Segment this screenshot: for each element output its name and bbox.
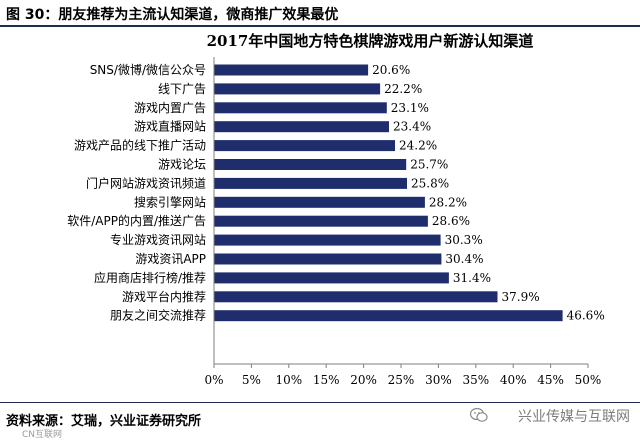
- value-label: 28.2%: [429, 195, 467, 209]
- value-label: 24.2%: [399, 139, 437, 153]
- category-label: 游戏平台内推荐: [122, 289, 206, 304]
- chart-title: 2017年中国地方特色棋牌游戏用户新游认知渠道: [207, 32, 534, 50]
- x-tick-label: 50%: [575, 373, 602, 387]
- category-label: 软件/APP的内置/推送广告: [67, 213, 206, 228]
- bar: [214, 215, 428, 227]
- value-label: 22.2%: [384, 82, 422, 96]
- x-tick-label: 15%: [313, 373, 340, 387]
- bar: [214, 310, 563, 322]
- bar: [214, 121, 389, 133]
- bar: [214, 64, 369, 76]
- bar: [214, 83, 381, 95]
- value-label: 30.4%: [445, 252, 483, 266]
- x-tick-label: 20%: [350, 373, 377, 387]
- value-label: 23.4%: [393, 120, 431, 134]
- category-label: 线下广告: [158, 82, 206, 96]
- value-label: 25.8%: [411, 176, 449, 190]
- bar: [214, 102, 387, 114]
- category-label: 游戏论坛: [158, 158, 206, 172]
- watermark-text: 兴业传媒与互联网: [518, 409, 630, 425]
- category-label: 搜索引擎网站: [134, 194, 206, 209]
- value-label: 28.6%: [432, 214, 470, 228]
- value-label: 46.6%: [567, 309, 605, 323]
- bar: [214, 234, 441, 246]
- category-label: 游戏直播网站: [134, 120, 206, 134]
- bar: [214, 291, 498, 303]
- figure-caption: 图 30：朋友推荐为主流认知渠道，微商推广效果最优: [6, 7, 339, 23]
- x-tick-label: 10%: [275, 373, 302, 387]
- x-tick-label: 0%: [204, 373, 223, 387]
- category-label: SNS/微博/微信公众号: [90, 62, 206, 77]
- category-label: 游戏资讯APP: [135, 252, 206, 266]
- x-tick-label: 45%: [537, 373, 564, 387]
- value-label: 30.3%: [445, 233, 483, 247]
- wechat-icon: [470, 407, 488, 422]
- bar: [214, 177, 407, 189]
- x-tick-label: 25%: [388, 373, 415, 387]
- category-label: 朋友之间交流推荐: [110, 308, 206, 323]
- header-rule: [0, 25, 640, 27]
- value-label: 23.1%: [391, 101, 429, 115]
- bar: [214, 253, 442, 265]
- value-label: 31.4%: [453, 271, 491, 285]
- figure-caption-bar: 图 30：朋友推荐为主流认知渠道，微商推广效果最优: [0, 0, 640, 26]
- category-label: 游戏产品的线下推广活动: [74, 138, 206, 153]
- bar: [214, 272, 449, 284]
- bar: [214, 140, 395, 152]
- bar: [214, 196, 425, 208]
- value-label: 37.9%: [502, 290, 540, 304]
- category-label: 游戏内置广告: [134, 101, 206, 115]
- category-label: 应用商店排行榜/推荐: [94, 270, 206, 285]
- x-tick-label: 30%: [425, 373, 452, 387]
- footer-rule: [0, 402, 640, 403]
- bar: [214, 159, 407, 170]
- value-label: 20.6%: [372, 63, 410, 77]
- category-label: 门户网站游戏资讯频道: [86, 175, 206, 190]
- bar-chart: 2017年中国地方特色棋牌游戏用户新游认知渠道 SNS/微博/微信公众号 20.6…: [67, 32, 605, 387]
- source-note: 资料来源：艾瑞，兴业证券研究所: [6, 414, 202, 429]
- x-tick-label: 5%: [242, 373, 261, 387]
- plot-area: SNS/微博/微信公众号 20.6% 线下广告 22.2% 游戏内置广告 23.1% 游戏直…: [67, 57, 605, 387]
- category-label: 专业游戏资讯网站: [110, 232, 206, 247]
- x-tick-label: 40%: [500, 373, 527, 387]
- value-label: 25.7%: [410, 158, 448, 172]
- x-tick-label: 35%: [462, 373, 489, 387]
